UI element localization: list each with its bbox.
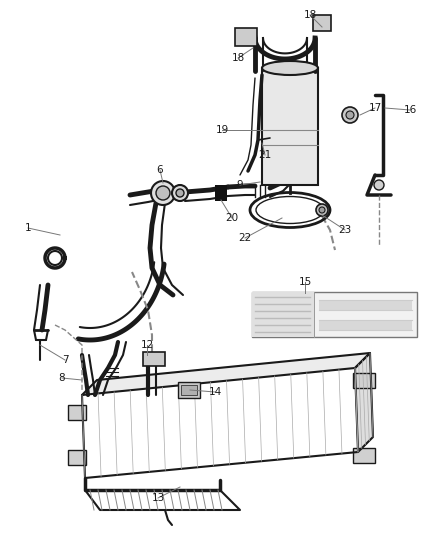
- Bar: [143, 352, 165, 366]
- Circle shape: [151, 181, 175, 205]
- Text: 1: 1: [25, 223, 31, 233]
- Text: 18: 18: [304, 10, 317, 20]
- Text: 19: 19: [215, 125, 229, 135]
- Circle shape: [176, 189, 184, 197]
- Bar: [252, 292, 314, 337]
- Text: 12: 12: [140, 340, 154, 350]
- Text: 20: 20: [226, 213, 239, 223]
- Circle shape: [374, 180, 384, 190]
- Bar: [353, 448, 375, 463]
- Text: 17: 17: [368, 103, 381, 113]
- Bar: [262, 68, 318, 185]
- Text: 18: 18: [231, 53, 245, 63]
- Polygon shape: [82, 353, 370, 395]
- Text: 15: 15: [298, 277, 311, 287]
- Bar: [235, 28, 257, 46]
- Bar: [68, 405, 86, 420]
- Circle shape: [316, 204, 328, 216]
- Bar: [252, 292, 417, 337]
- Bar: [68, 450, 86, 465]
- Text: 23: 23: [339, 225, 352, 235]
- Ellipse shape: [262, 61, 318, 75]
- Circle shape: [346, 111, 354, 119]
- Circle shape: [342, 107, 358, 123]
- Text: 13: 13: [152, 493, 165, 503]
- Text: 6: 6: [157, 165, 163, 175]
- Text: 16: 16: [403, 105, 417, 115]
- Bar: [319, 320, 412, 330]
- Text: 9: 9: [237, 180, 244, 190]
- Text: 22: 22: [238, 233, 251, 243]
- Text: 8: 8: [59, 373, 65, 383]
- Bar: [215, 185, 227, 201]
- Text: 21: 21: [258, 150, 272, 160]
- Bar: [178, 382, 200, 398]
- Circle shape: [172, 185, 188, 201]
- Circle shape: [319, 207, 325, 213]
- Text: 14: 14: [208, 387, 222, 397]
- Bar: [319, 300, 412, 310]
- Polygon shape: [355, 353, 373, 452]
- Circle shape: [156, 186, 170, 200]
- Bar: [313, 15, 331, 31]
- Bar: [181, 385, 197, 395]
- Text: 7: 7: [62, 355, 68, 365]
- Bar: [353, 373, 375, 388]
